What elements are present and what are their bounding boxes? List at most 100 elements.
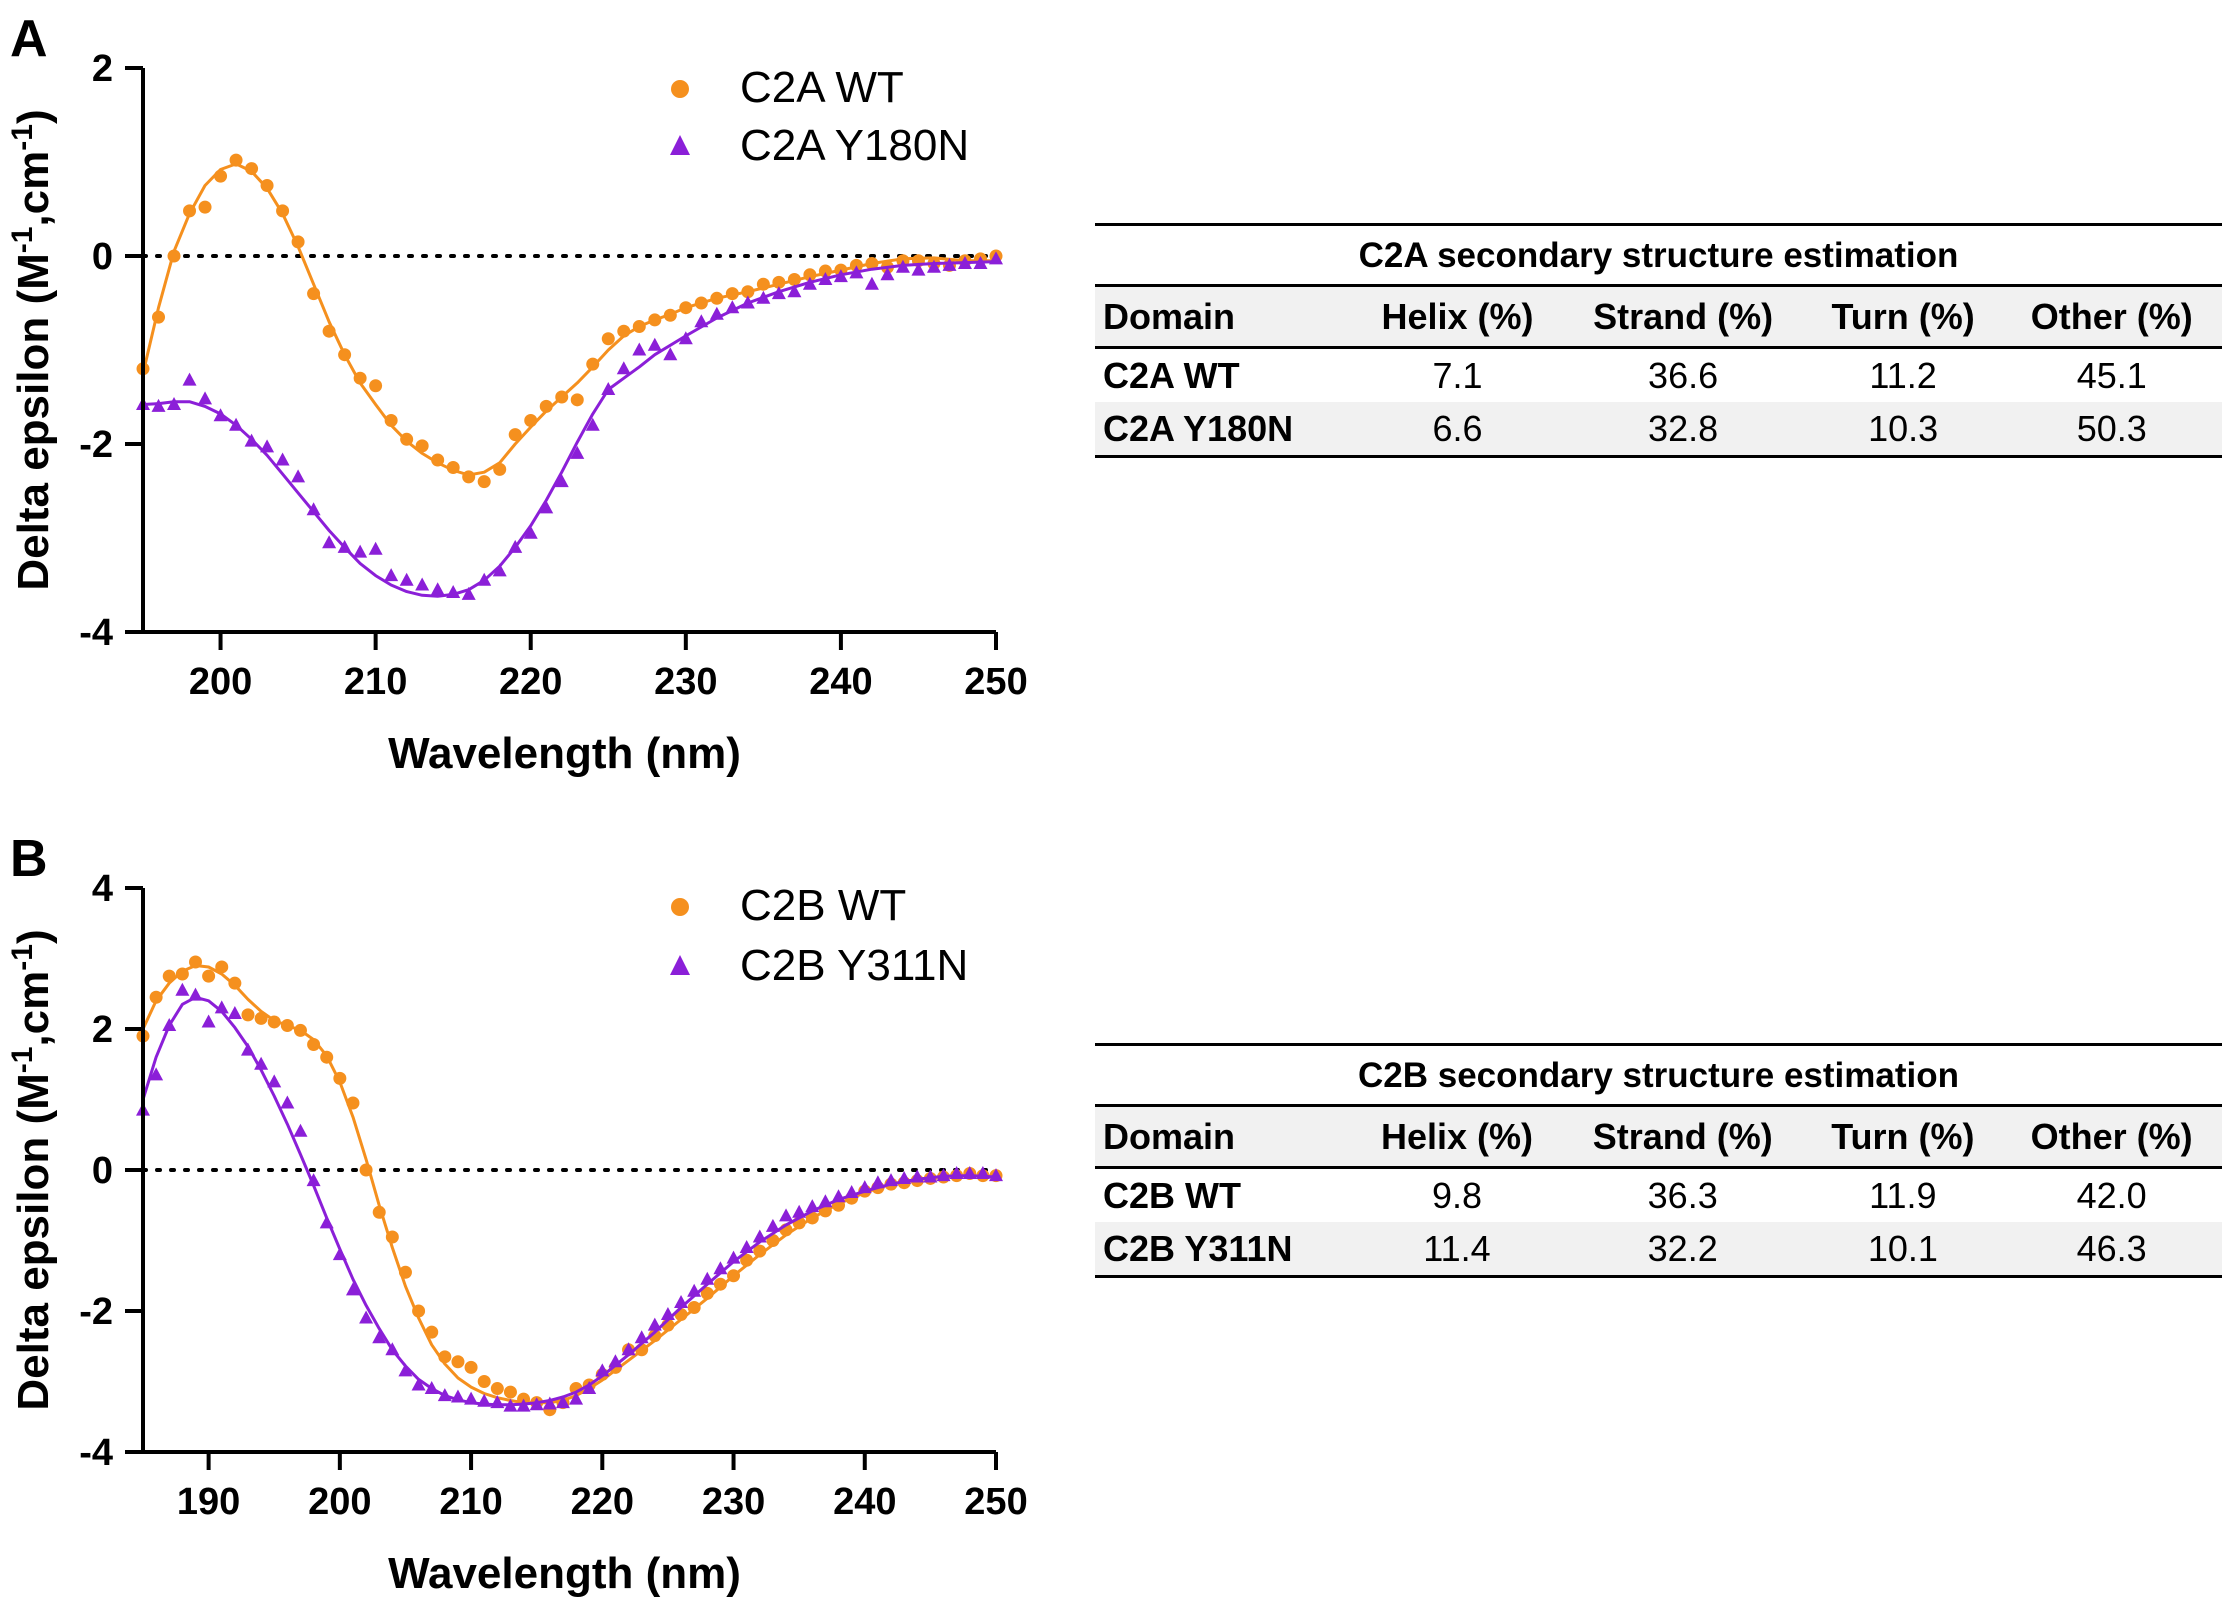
data-point	[372, 1330, 387, 1344]
series-c2a-y180n	[136, 251, 1003, 600]
data-point	[260, 439, 275, 453]
x-tick-label: 250	[964, 1481, 1027, 1523]
cell-turn: 10.1	[1804, 1222, 2002, 1278]
legend-marker-triangle	[670, 955, 690, 975]
data-point	[709, 306, 724, 320]
data-point	[503, 1398, 518, 1412]
data-point	[771, 286, 786, 300]
data-point	[756, 277, 770, 291]
data-point	[280, 1018, 294, 1032]
data-point	[752, 1229, 767, 1243]
data-point	[451, 1355, 465, 1369]
x-tick-label: 220	[499, 661, 562, 703]
data-point	[431, 453, 445, 467]
panel-label: A	[10, 10, 48, 68]
data-point	[687, 1283, 702, 1297]
table-row: C2B Y311N 11.4 32.2 10.1 46.3	[1095, 1222, 2222, 1278]
x-tick-label: 210	[439, 1481, 502, 1523]
data-point	[477, 1375, 491, 1388]
header-helix: Helix (%)	[1353, 284, 1562, 349]
data-point	[464, 1391, 479, 1405]
table-header-row: Domain Helix (%) Strand (%) Turn (%) Oth…	[1095, 1104, 2222, 1169]
data-point	[617, 324, 631, 338]
data-point	[926, 259, 941, 273]
x-tick-label: 250	[964, 661, 1027, 703]
cell-helix: 6.6	[1353, 402, 1562, 458]
y-tick-label: 0	[92, 1150, 113, 1192]
cell-turn: 11.2	[1869, 355, 1937, 396]
data-point	[802, 276, 817, 290]
data-point	[188, 955, 202, 969]
data-point	[508, 539, 523, 553]
data-point	[787, 273, 801, 286]
data-point	[254, 1011, 268, 1025]
fit-curve	[142, 260, 997, 598]
header-turn: Turn (%)	[1804, 1104, 2002, 1169]
data-point	[700, 1271, 715, 1285]
data-point	[307, 287, 321, 301]
data-point	[353, 544, 368, 558]
data-point	[167, 397, 182, 411]
data-point	[818, 272, 833, 285]
data-point	[149, 1067, 164, 1081]
data-point	[648, 1329, 662, 1343]
legend: C2B WT C2B Y311N	[670, 881, 968, 990]
data-point	[582, 1381, 597, 1395]
data-point	[741, 285, 755, 299]
table-c2b-secondary-structure: C2B secondary structure estimation Domai…	[1095, 1043, 2222, 1278]
data-point	[244, 433, 259, 447]
data-point	[183, 204, 197, 218]
data-point	[214, 1000, 229, 1014]
x-axis-label: Wavelength (nm)	[388, 1549, 741, 1598]
data-point	[792, 1204, 807, 1218]
cell-other: 46.3	[2001, 1222, 2222, 1278]
data-point	[202, 969, 216, 983]
data-point	[175, 967, 189, 981]
data-point	[529, 1397, 544, 1411]
data-point	[415, 577, 430, 591]
legend-marker-circle	[671, 898, 689, 916]
data-point	[818, 1194, 833, 1208]
data-point	[679, 301, 693, 315]
series-c2a-wt	[136, 153, 1003, 489]
data-point	[372, 1205, 386, 1219]
data-point	[857, 1180, 872, 1194]
data-point	[942, 257, 957, 271]
fit-curve	[141, 964, 997, 1405]
data-point	[430, 582, 445, 596]
data-point	[608, 1354, 623, 1368]
data-point	[923, 1169, 938, 1183]
data-point	[632, 320, 646, 333]
data-point	[384, 414, 398, 427]
data-point	[726, 1250, 741, 1264]
y-axis-label-part: Delta epsilon (M	[9, 253, 58, 590]
data-point	[461, 586, 476, 600]
data-point	[276, 204, 290, 218]
data-point	[359, 1310, 374, 1324]
data-point	[437, 1388, 452, 1402]
data-point	[149, 990, 163, 1004]
data-point	[962, 1166, 977, 1180]
data-point	[756, 290, 771, 304]
data-point	[306, 1173, 321, 1187]
data-point	[214, 169, 228, 183]
data-point	[975, 1166, 990, 1180]
fit-curve	[141, 995, 997, 1407]
data-point	[569, 1391, 584, 1405]
data-point	[870, 1175, 885, 1189]
legend-marker-triangle	[670, 135, 690, 155]
y-axis-label-part: ,cm	[9, 971, 58, 1047]
data-point	[182, 372, 197, 386]
header-other: Other (%)	[2001, 1104, 2222, 1169]
data-point	[910, 1169, 925, 1183]
data-point	[647, 337, 662, 351]
data-point	[570, 393, 584, 407]
data-point	[957, 256, 972, 270]
y-tick-label: -4	[79, 612, 113, 654]
table-title: C2B secondary structure estimation	[1095, 1043, 2222, 1104]
data-point	[648, 313, 662, 327]
data-point	[307, 1038, 321, 1052]
data-point	[320, 1050, 334, 1064]
data-point	[490, 1382, 504, 1396]
series-c2b-y311n	[136, 982, 1003, 1412]
